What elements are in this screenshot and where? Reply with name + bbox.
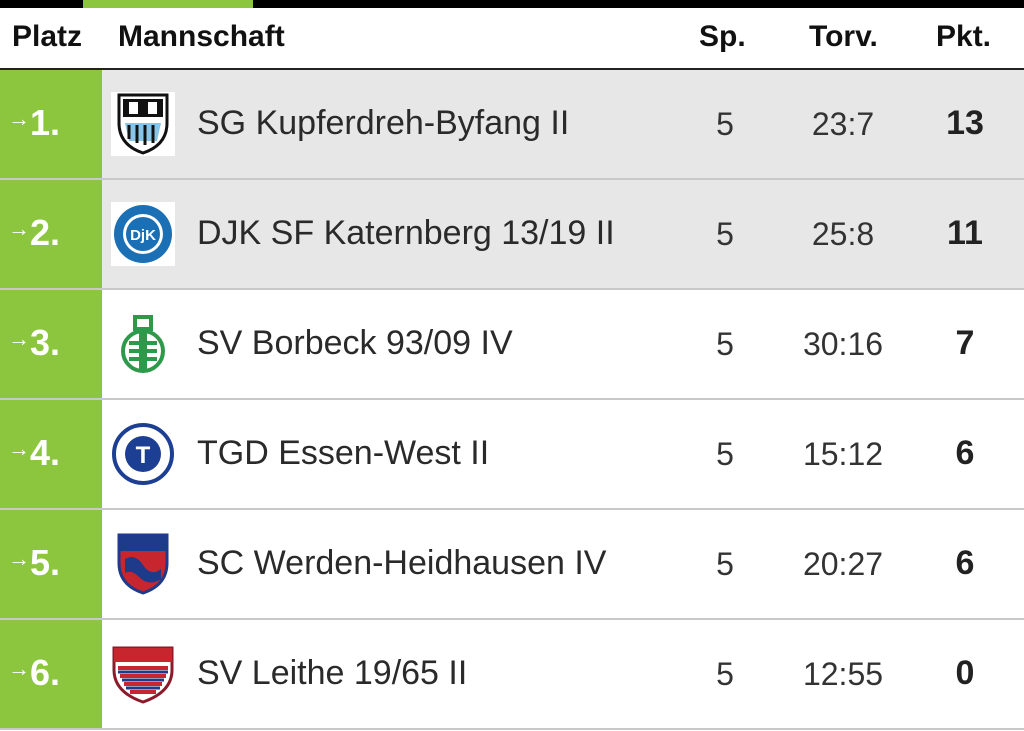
tgd-essen-west-crest-icon: T: [111, 422, 175, 486]
rank-trend-icon: →: [8, 106, 30, 131]
rank-cell: → 4.: [0, 400, 102, 508]
rank-trend-icon: →: [8, 216, 30, 241]
points: 7: [955, 324, 975, 362]
header-sp: Sp.: [699, 20, 746, 53]
team-name[interactable]: TGD Essen-West II: [197, 434, 490, 472]
rank-number: 6.: [30, 652, 61, 693]
team-name[interactable]: SC Werden-Heidhausen IV: [197, 544, 607, 582]
table-row[interactable]: → 6. SV Leithe 19/65 II 5 12:55 0: [0, 620, 1024, 730]
goal-ratio: 25:8: [811, 216, 875, 252]
team-name[interactable]: SV Leithe 19/65 II: [197, 654, 468, 692]
games-played: 5: [716, 656, 734, 692]
table-row[interactable]: → 3. SV Borbeck 93/09 IV 5 30:16 7: [0, 290, 1024, 400]
active-tab-indicator: [83, 0, 253, 8]
rank-cell: → 2.: [0, 180, 102, 288]
points: 13: [946, 104, 984, 142]
points: 6: [955, 434, 975, 472]
rank-number: 3.: [30, 322, 61, 363]
goal-ratio: 20:27: [802, 546, 884, 582]
goal-ratio: 30:16: [802, 326, 884, 362]
rank-trend-icon: →: [8, 436, 30, 461]
points: 0: [955, 654, 975, 692]
sv-leithe-crest-icon: [111, 642, 175, 706]
rank-number: 5.: [30, 542, 61, 583]
rank-number: 4.: [30, 432, 61, 473]
table-row[interactable]: → 4. T TGD Essen-West II 5 15:12 6: [0, 400, 1024, 510]
points: 11: [947, 214, 983, 252]
header-platz: Platz: [12, 20, 83, 53]
tgd-logo-text: T: [136, 442, 151, 469]
points: 6: [955, 544, 975, 582]
header-pkt: Pkt.: [936, 20, 992, 53]
rank-cell: → 1.: [0, 70, 102, 178]
sv-borbeck-crest-icon: [111, 312, 175, 376]
games-played: 5: [716, 436, 734, 472]
team-name[interactable]: SG Kupferdreh-Byfang II: [197, 104, 570, 142]
standings-table: → 1. SG Kupferdreh-Byfang II 5 23:7 13 →: [0, 70, 1024, 730]
rank-number: 1.: [30, 102, 61, 143]
goal-ratio: 15:12: [802, 436, 884, 472]
rank-trend-icon: →: [8, 326, 30, 351]
table-row[interactable]: → 5. SC Werden-Heidhausen IV 5 20:27 6: [0, 510, 1024, 620]
djk-katernberg-crest-icon: DjK: [111, 202, 175, 266]
table-row[interactable]: → 1. SG Kupferdreh-Byfang II 5 23:7 13: [0, 70, 1024, 180]
rank-trend-icon: →: [8, 656, 30, 681]
games-played: 5: [716, 216, 734, 252]
rank-cell: → 3.: [0, 290, 102, 398]
top-bar: [0, 0, 1024, 8]
team-name[interactable]: DJK SF Katernberg 13/19 II: [197, 214, 615, 252]
table-row[interactable]: → 2. DjK DJK SF Katernberg 13/19 II 5 25…: [0, 180, 1024, 290]
sg-kupferdreh-crest-icon: [111, 92, 175, 156]
table-header: Platz Mannschaft Sp. Torv. Pkt.: [0, 8, 1024, 71]
games-played: 5: [716, 106, 734, 142]
games-played: 5: [716, 546, 734, 582]
games-played: 5: [716, 326, 734, 362]
djk-logo-text: DjK: [130, 227, 156, 244]
goal-ratio: 23:7: [811, 106, 875, 142]
rank-cell: → 6.: [0, 620, 102, 728]
rank-trend-icon: →: [8, 546, 30, 571]
rank-number: 2.: [30, 212, 61, 253]
goal-ratio: 12:55: [802, 656, 884, 692]
sc-werden-heidhausen-crest-icon: [111, 532, 175, 596]
rank-cell: → 5.: [0, 510, 102, 618]
team-name[interactable]: SV Borbeck 93/09 IV: [197, 324, 513, 362]
header-mannschaft: Mannschaft: [118, 20, 285, 53]
header-torv: Torv.: [809, 20, 878, 53]
